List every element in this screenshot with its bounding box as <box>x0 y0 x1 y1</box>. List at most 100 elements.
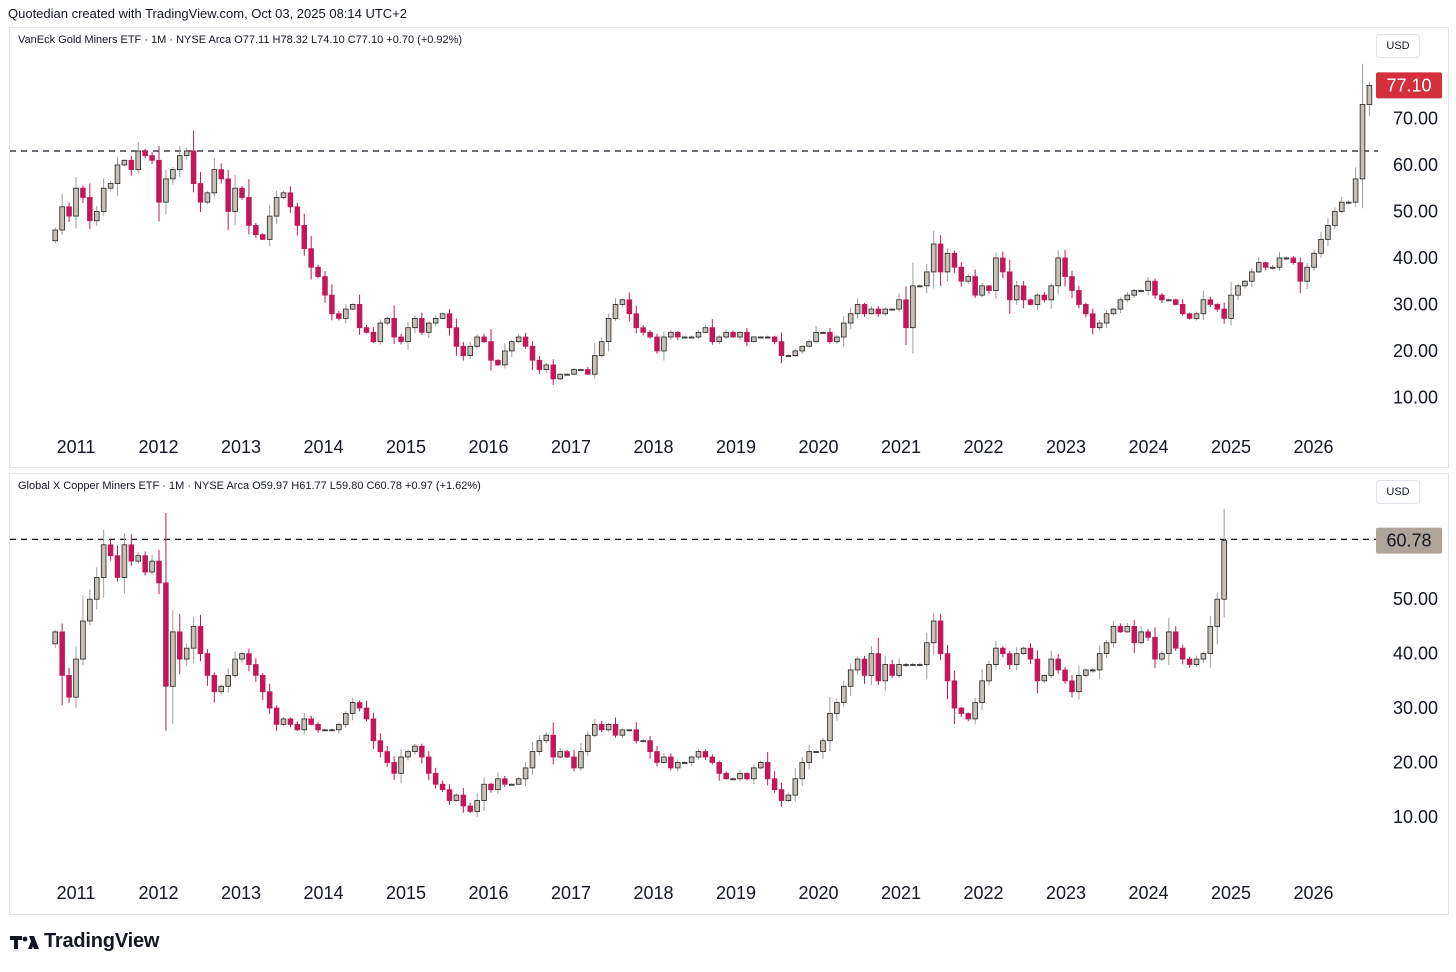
candle-108 <box>799 756 806 787</box>
candle-114 <box>840 680 847 707</box>
y-tick-30.00: 30.00 <box>1393 294 1438 314</box>
candle-139 <box>1013 281 1020 305</box>
candle-62 <box>481 333 487 344</box>
candle-155 <box>1124 622 1131 633</box>
currency-button-copx[interactable]: USD <box>1376 480 1420 504</box>
candle-27 <box>239 652 245 663</box>
candle-34 <box>287 717 294 728</box>
candle-47 <box>377 319 384 345</box>
x-tick-2012: 2012 <box>138 437 178 457</box>
candle-86 <box>647 330 653 339</box>
header-attribution: Quotedian created with TradingView.com, … <box>8 6 408 21</box>
chart-gdx[interactable]: 2011 2012 2013 2014 2015 2016 2017 2018 2019 2020… <box>10 28 1448 467</box>
candle-120 <box>882 656 889 691</box>
candle-29 <box>253 223 259 238</box>
candle-107 <box>792 348 799 358</box>
candle-111 <box>820 737 826 759</box>
candle-164 <box>1186 312 1193 320</box>
candle-43 <box>349 303 356 311</box>
candle-144 <box>1048 283 1055 309</box>
candle-21 <box>197 614 204 662</box>
candle-94 <box>702 749 709 760</box>
candle-72 <box>550 722 557 765</box>
x-tick-2013: 2013 <box>221 883 261 903</box>
candle-132 <box>965 712 972 722</box>
candle-147 <box>1069 270 1075 299</box>
candle-121 <box>889 308 895 311</box>
candle-70 <box>536 735 543 756</box>
candle-28 <box>246 648 252 672</box>
candle-103 <box>764 752 771 786</box>
chart-pane-copx[interactable]: 2011 2012 2013 2014 2015 2016 2017 2018 2019 2020… <box>9 473 1449 915</box>
candle-170 <box>1228 282 1234 326</box>
candle-73 <box>557 373 563 380</box>
candle-54 <box>425 751 432 781</box>
candle-15 <box>156 146 162 222</box>
candle-41 <box>336 722 342 734</box>
candle-184 <box>1325 218 1331 247</box>
candle-105 <box>778 332 785 364</box>
candle-13 <box>142 148 148 159</box>
candle-188 <box>1352 167 1359 207</box>
candle-141 <box>1027 643 1034 665</box>
candle-12 <box>135 141 142 174</box>
candle-33 <box>280 716 287 727</box>
last-price-label: 77.10 <box>1376 72 1442 99</box>
candle-70 <box>536 355 543 375</box>
candle-35 <box>294 721 301 731</box>
candle-17 <box>170 166 176 185</box>
candle-111 <box>820 331 826 334</box>
candle-77 <box>585 731 591 756</box>
y-tick-10.00: 10.00 <box>1393 387 1438 407</box>
candle-122 <box>896 293 902 312</box>
candle-105 <box>778 782 785 807</box>
candle-37 <box>308 236 314 280</box>
candle-109 <box>806 339 812 348</box>
candle-42 <box>342 304 349 324</box>
candle-91 <box>681 761 688 764</box>
candle-166 <box>1200 651 1207 663</box>
candle-69 <box>529 742 536 776</box>
candle-167 <box>1207 296 1214 308</box>
x-tick-2022: 2022 <box>963 437 1003 457</box>
candle-85 <box>640 325 646 336</box>
tradingview-logo[interactable]: TradingView <box>10 930 159 953</box>
candle-20 <box>190 616 197 664</box>
chart-copx[interactable]: 2011 2012 2013 2014 2015 2016 2017 2018 2019 2020… <box>10 474 1448 914</box>
candle-174 <box>1255 257 1262 274</box>
candle-137 <box>1000 251 1006 279</box>
chart-pane-gdx[interactable]: 2011 2012 2013 2014 2015 2016 2017 2018 2019 2020… <box>9 27 1449 468</box>
candle-60 <box>467 342 474 360</box>
candle-90 <box>674 759 681 772</box>
candle-142 <box>1034 650 1041 694</box>
candle-46 <box>370 712 377 749</box>
candle-52 <box>412 315 418 334</box>
candle-180 <box>1297 257 1304 294</box>
candle-177 <box>1276 251 1283 271</box>
candle-160 <box>1159 293 1165 304</box>
candle-159 <box>1152 627 1158 668</box>
candle-143 <box>1041 291 1048 303</box>
candle-137 <box>1000 646 1006 658</box>
y-tick-40.00: 40.00 <box>1393 248 1438 268</box>
candle-104 <box>771 335 778 345</box>
candle-78 <box>591 342 598 379</box>
candle-148 <box>1076 285 1082 309</box>
candle-153 <box>1110 620 1117 648</box>
candle-77 <box>585 366 591 376</box>
x-tick-2020: 2020 <box>798 883 838 903</box>
candle-163 <box>1179 299 1186 316</box>
currency-button-gdx[interactable]: USD <box>1376 34 1420 58</box>
candle-67 <box>515 777 522 786</box>
candle-49 <box>391 756 397 780</box>
candle-27 <box>239 186 245 200</box>
candle-152 <box>1103 309 1110 329</box>
candle-132 <box>965 273 972 284</box>
candle-109 <box>806 744 812 770</box>
candle-151 <box>1096 645 1103 680</box>
x-tick-2011: 2011 <box>57 437 96 457</box>
candle-19 <box>183 147 190 160</box>
candle-138 <box>1006 259 1013 314</box>
candle-47 <box>377 733 384 758</box>
candle-90 <box>674 331 681 341</box>
